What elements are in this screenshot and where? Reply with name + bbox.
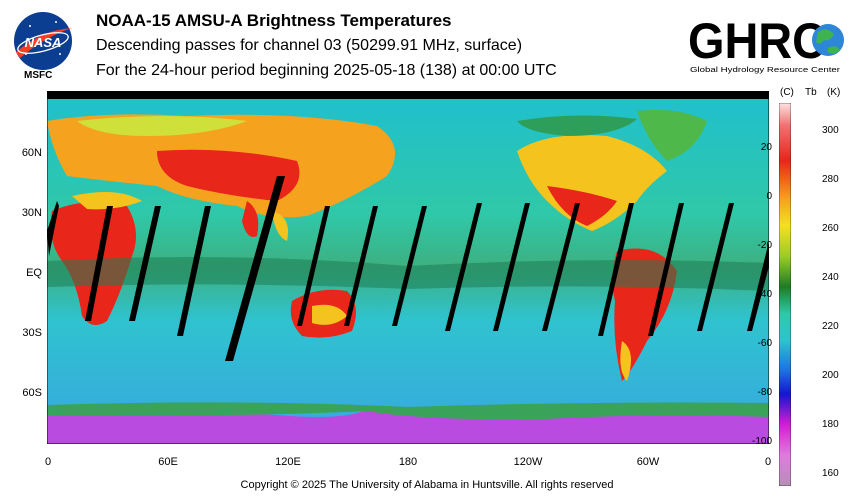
map-period: For the 24-hour period beginning 2025-05… — [96, 62, 557, 79]
lat-label-60s: 60S — [22, 387, 42, 399]
colorbar-c-tick: -100 — [751, 436, 772, 447]
colorbar-c-tick: -40 — [757, 289, 772, 300]
lon-label-60e: 60E — [158, 456, 178, 468]
msfc-label: MSFC — [24, 70, 53, 81]
colorbar-header-tb: Tb — [805, 87, 817, 98]
colorbar-c-tick: -60 — [757, 338, 772, 349]
colorbar-header-k: (K) — [827, 87, 841, 98]
antarctica-region — [47, 409, 769, 444]
colorbar-k-tick: 300 — [822, 125, 839, 136]
lat-label-60n: 60N — [21, 147, 42, 159]
colorbar-k-tick: 200 — [822, 370, 839, 381]
colorbar-k-tick: 280 — [822, 174, 839, 185]
lon-label-0-right: 0 — [764, 456, 772, 468]
lon-label-120e: 120E — [275, 456, 301, 468]
lon-label-0-left: 0 — [44, 456, 52, 468]
colorbar — [779, 103, 791, 486]
nasa-logo-text: NASA — [25, 35, 62, 50]
copyright-footer: Copyright © 2025 The University of Alaba… — [240, 479, 614, 491]
colorbar-c-tick: 20 — [760, 142, 772, 153]
ghrc-logo-subtext: Global Hydrology Resource Center — [690, 67, 841, 74]
lat-label-eq: EQ — [26, 267, 42, 279]
colorbar-c-tick: -80 — [757, 387, 772, 398]
ghrc-logo-text: GHRC — [688, 13, 826, 69]
lon-label-120w: 120W — [513, 456, 543, 468]
colorbar-c-tick: -20 — [757, 240, 772, 251]
lat-label-30s: 30S — [22, 327, 42, 339]
brightness-temperature-map — [47, 91, 769, 444]
colorbar-c-tick: 0 — [766, 191, 772, 202]
colorbar-k-tick: 260 — [822, 223, 839, 234]
lon-label-60w: 60W — [636, 456, 660, 468]
map-title: NOAA-15 AMSU-A Brightness Temperatures — [96, 11, 452, 30]
north-pole-gap — [47, 91, 769, 99]
nasa-logo: NASA — [14, 12, 72, 70]
ghrc-logo: GHRC Global Hydrology Resource Center — [688, 13, 844, 74]
colorbar-k-tick: 220 — [822, 321, 839, 332]
lat-label-30n: 30N — [21, 207, 42, 219]
lon-label-180: 180 — [398, 456, 418, 468]
colorbar-k-tick: 180 — [822, 419, 839, 430]
map-subtitle: Descending passes for channel 03 (50299.… — [96, 37, 523, 54]
swath-gaps — [47, 176, 769, 361]
colorbar-k-tick: 240 — [822, 272, 839, 283]
colorbar-header-c: (C) — [780, 87, 794, 98]
colorbar-k-tick: 160 — [822, 468, 839, 479]
